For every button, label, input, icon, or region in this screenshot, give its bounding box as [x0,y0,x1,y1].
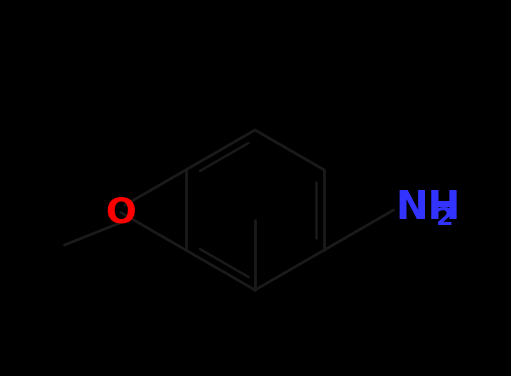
Text: O: O [105,196,136,229]
Text: 2: 2 [435,206,453,230]
Text: NH: NH [396,189,461,227]
